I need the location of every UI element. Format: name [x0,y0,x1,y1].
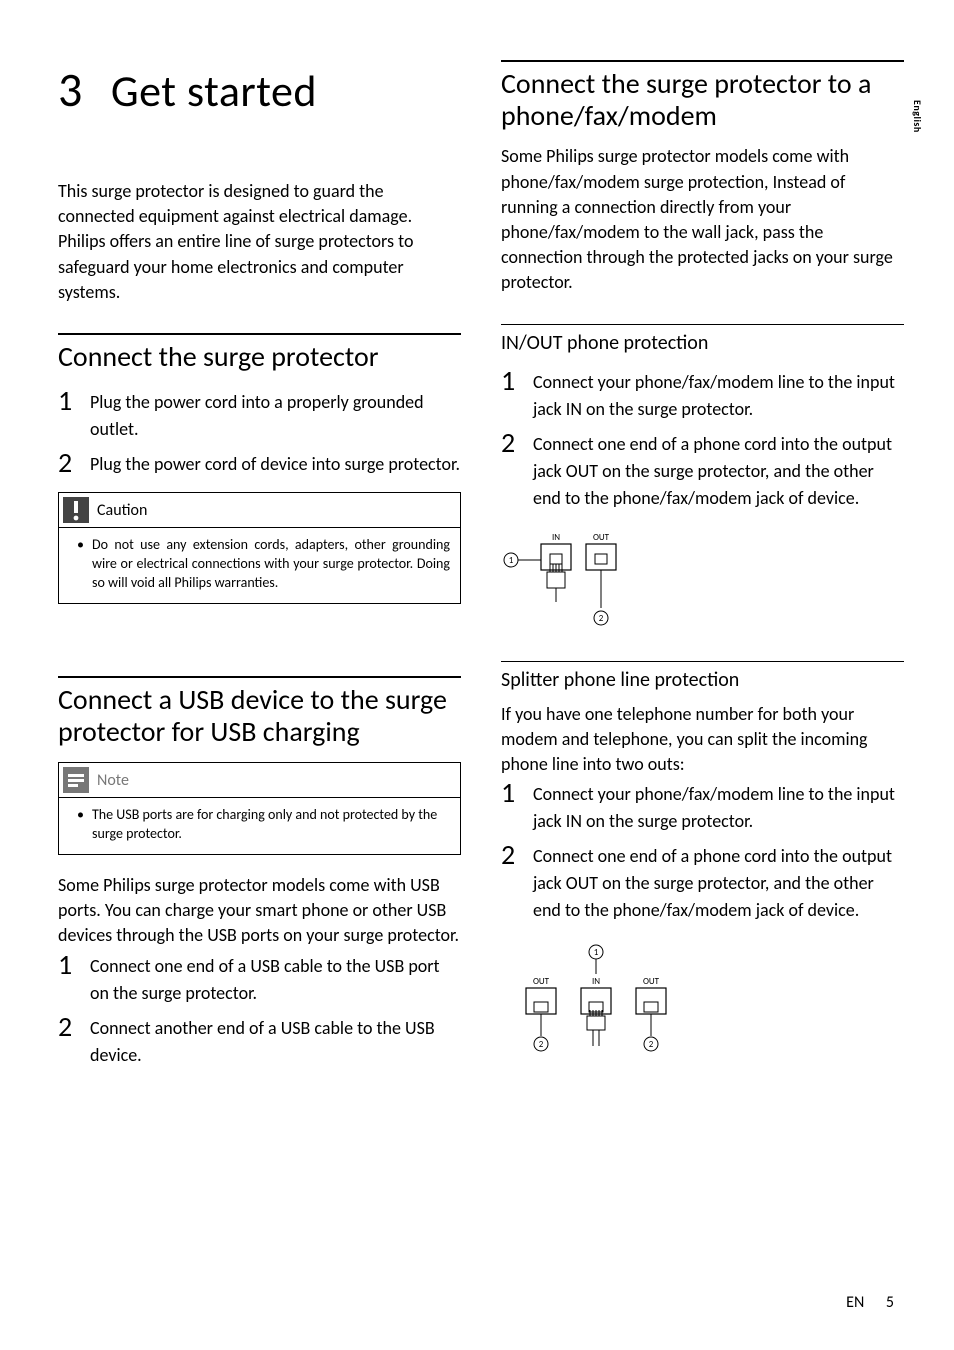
step-number: 1 [501,777,533,807]
chapter-title-text: Get started [111,64,317,118]
note-icon [63,767,89,793]
footer-language: EN [846,1293,864,1312]
diagram-label-in: IN [552,532,560,543]
two-column-layout: 3 Get started This surge protector is des… [58,60,904,1093]
section-rule [58,333,461,335]
step-text: Connect one end of a phone cord into the… [533,839,904,924]
caution-icon [63,497,89,523]
svg-text:OUT: OUT [533,976,550,987]
step-text: Connect your phone/fax/modem line to the… [533,365,904,423]
section-phone: Connect the surge protector to a phone/f… [501,68,904,132]
caution-text: Do not use any extension cords, adapters… [92,536,450,593]
note-box: Note •The USB ports are for charging onl… [58,762,461,855]
note-label: Note [97,771,129,790]
steps-usb: 1Connect one end of a USB cable to the U… [58,949,461,1069]
step-text: Connect one end of a phone cord into the… [533,427,904,512]
step-text: Plug the power cord of device into surge… [90,447,460,478]
language-tab: English [911,100,924,133]
left-column: 3 Get started This surge protector is des… [58,60,461,1093]
subsection-inout: IN/OUT phone protection [501,331,904,355]
svg-text:1: 1 [509,555,514,566]
right-column: Connect the surge protector to a phone/f… [501,60,904,1093]
bullet-icon: • [77,806,84,844]
caution-box: Caution •Do not use any extension cords,… [58,492,461,604]
bullet-icon: • [77,536,84,593]
subsection-rule [501,324,904,325]
section-connect-surge: Connect the surge protector [58,341,461,373]
svg-text:2: 2 [649,1039,654,1050]
svg-text:2: 2 [539,1039,544,1050]
steps-inout: 1Connect your phone/fax/modem line to th… [501,365,904,512]
step-number: 1 [501,365,533,395]
step-number: 2 [58,1011,90,1041]
section-usb: Connect a USB device to the surge protec… [58,684,461,748]
step-number: 1 [58,385,90,415]
splitter-paragraph: If you have one telephone number for bot… [501,702,904,778]
step-text: Plug the power cord into a properly grou… [90,385,461,443]
step-text: Connect another end of a USB cable to th… [90,1011,461,1069]
step-number: 2 [58,447,90,477]
footer-page-number: 5 [886,1293,894,1312]
subsection-splitter: Splitter phone line protection [501,668,904,692]
step-text: Connect your phone/fax/modem line to the… [533,777,904,835]
steps-connect-surge: 1Plug the power cord into a properly gro… [58,385,461,478]
diagram-label-out: OUT [593,532,610,543]
subsection-rule [501,661,904,662]
step-text: Connect one end of a USB cable to the US… [90,949,461,1007]
usb-paragraph: Some Philips surge protector models come… [58,873,461,949]
steps-splitter: 1Connect your phone/fax/modem line to th… [501,777,904,924]
page-footer: EN 5 [846,1293,894,1312]
diagram-splitter: 1 OUT IN OUT 2 2 [501,942,904,1067]
svg-text:2: 2 [599,613,604,624]
note-text: The USB ports are for charging only and … [92,806,450,844]
section-rule [58,676,461,678]
chapter-number: 3 [58,60,83,119]
step-number: 1 [58,949,90,979]
chapter-heading: 3 Get started [58,60,461,119]
section-rule [501,60,904,62]
caution-label: Caution [97,501,147,520]
svg-text:1: 1 [594,947,599,958]
intro-paragraph: This surge protector is designed to guar… [58,179,461,305]
step-number: 2 [501,427,533,457]
step-number: 2 [501,839,533,869]
phone-paragraph: Some Philips surge protector models come… [501,144,904,295]
diagram-inout: IN OUT 1 2 [501,530,904,635]
svg-text:IN: IN [592,976,600,987]
svg-text:OUT: OUT [643,976,660,987]
